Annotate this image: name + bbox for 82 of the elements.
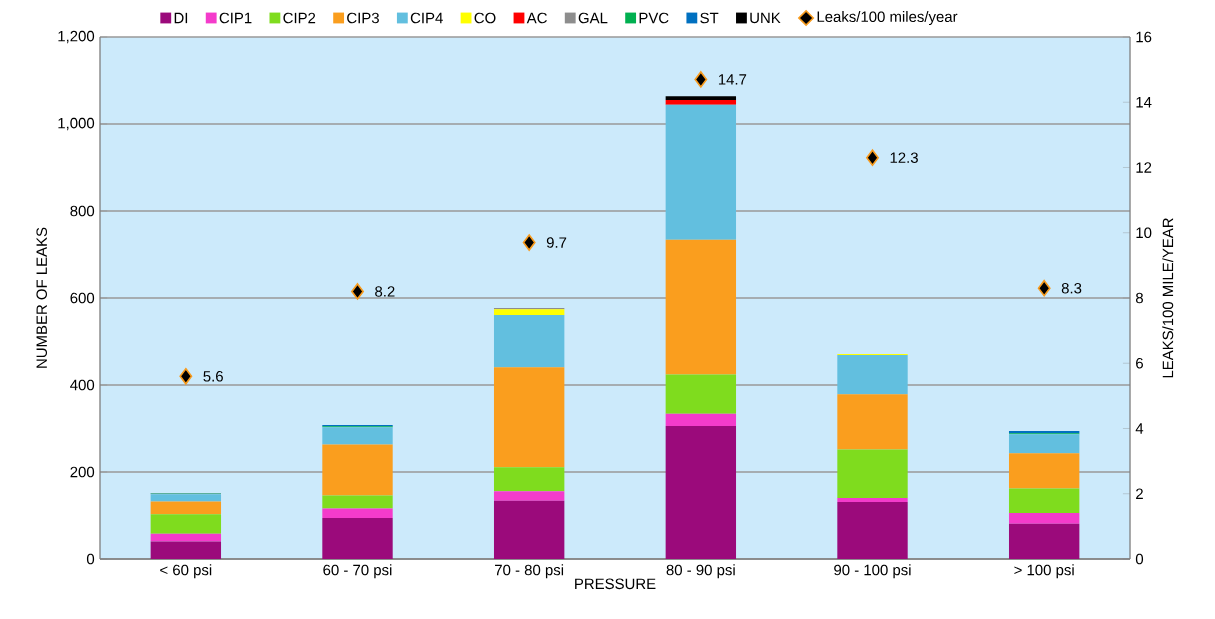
y2-tick-label: 12 <box>1136 162 1152 173</box>
bar <box>150 514 222 534</box>
y-tick-label: 600 <box>70 292 95 304</box>
point <box>1037 279 1051 297</box>
bar <box>322 518 393 559</box>
bar <box>665 239 737 375</box>
y2-tick-label: 16 <box>1136 31 1152 43</box>
legend-label: Leaks/100 miles/year <box>817 11 958 25</box>
bar <box>150 541 222 559</box>
legend-label: ST <box>700 12 719 24</box>
legend-label: AC <box>526 12 547 24</box>
bar <box>665 425 737 559</box>
bar <box>1008 512 1080 524</box>
bar <box>493 500 565 559</box>
data-label: 8.2 <box>375 286 395 297</box>
x-tick-label: 60 - 70 psi <box>323 564 392 579</box>
bar <box>665 96 737 101</box>
x-tick-label: 70 - 80 psi <box>495 564 564 579</box>
x-tick-label: 80 - 90 psi <box>666 564 735 579</box>
y2-tick-label: 0 <box>1135 553 1144 565</box>
y2-tick-label: 6 <box>1136 357 1143 369</box>
legend-label: DI <box>174 12 188 24</box>
data-label: 12.3 <box>890 152 918 164</box>
bar <box>1008 453 1080 489</box>
bar <box>665 100 737 105</box>
point <box>694 71 708 88</box>
y-tick-label: 800 <box>70 205 95 217</box>
y2-tick-label: 8 <box>1135 292 1143 304</box>
legend-label: CIP4 <box>410 12 443 24</box>
bar <box>322 444 393 496</box>
data-label: 14.7 <box>718 74 747 85</box>
y-axis-title: NUMBER OF LEAKS <box>36 227 48 368</box>
bar <box>665 413 737 426</box>
x-axis-title: PRESSURE <box>575 578 656 590</box>
bar <box>322 508 393 519</box>
x-tick-label: 90 - 100 psi <box>834 564 911 579</box>
bar <box>1008 434 1080 454</box>
data-label: 8.3 <box>1061 282 1082 294</box>
bar <box>150 494 222 502</box>
bar <box>837 354 908 395</box>
bar <box>837 449 908 499</box>
legend-label: CIP2 <box>283 12 316 24</box>
y-tick-label: 1,000 <box>58 117 95 131</box>
legend-label: CIP3 <box>347 12 379 24</box>
y2-tick-label: 2 <box>1136 488 1143 499</box>
y-tick-label: 1,200 <box>58 30 95 44</box>
bar <box>493 309 565 315</box>
bar <box>322 427 393 445</box>
bar <box>493 367 565 468</box>
y-tick-label: 400 <box>70 379 95 391</box>
bar <box>837 498 908 503</box>
bar <box>150 501 222 515</box>
y2-tick-label: 4 <box>1135 423 1144 434</box>
point <box>866 149 879 167</box>
bar <box>150 533 222 542</box>
bar <box>665 104 737 240</box>
bar <box>837 502 908 559</box>
data-label: 9.7 <box>546 237 567 248</box>
point <box>179 367 193 385</box>
legend-label: CO <box>474 12 496 24</box>
point <box>522 234 536 251</box>
bar <box>665 374 737 414</box>
y2-tick-label: 10 <box>1136 227 1152 239</box>
bar <box>493 314 565 368</box>
y2-tick-label: 14 <box>1136 97 1152 108</box>
bar <box>493 467 565 492</box>
bar <box>493 491 565 501</box>
y2-axis-title: LEAKS/100 MILE/YEAR <box>1162 218 1174 378</box>
y-tick-label: 200 <box>70 466 95 478</box>
legend-label: PVC <box>639 12 669 24</box>
data-label: 5.6 <box>203 371 223 382</box>
legend-label: CIP1 <box>219 12 252 24</box>
bar <box>1008 523 1080 559</box>
bar <box>322 495 393 509</box>
point <box>351 283 364 300</box>
x-tick-label: > 100 psi <box>1014 564 1074 579</box>
legend-label: GAL <box>578 12 608 24</box>
bar <box>837 394 908 450</box>
y-tick-label: 0 <box>86 553 95 565</box>
x-tick-label: < 60 psi <box>160 564 212 579</box>
legend-label: UNK <box>750 12 781 24</box>
bar <box>1008 488 1080 513</box>
